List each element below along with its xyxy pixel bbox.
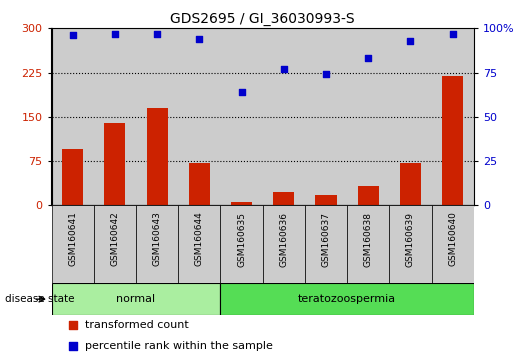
Text: GSM160638: GSM160638 xyxy=(364,212,373,267)
Bar xyxy=(305,28,347,205)
Text: GSM160635: GSM160635 xyxy=(237,212,246,267)
Bar xyxy=(62,149,83,205)
Bar xyxy=(220,205,263,283)
Bar xyxy=(263,205,305,283)
Bar xyxy=(231,202,252,205)
Text: GSM160643: GSM160643 xyxy=(152,212,162,267)
Text: percentile rank within the sample: percentile rank within the sample xyxy=(85,341,273,351)
Text: transformed count: transformed count xyxy=(85,320,189,330)
Bar xyxy=(347,28,389,205)
Bar xyxy=(94,28,136,205)
Bar xyxy=(347,205,389,283)
Bar xyxy=(94,205,136,283)
Point xyxy=(280,66,288,72)
Bar xyxy=(315,195,337,205)
Bar xyxy=(400,163,421,205)
Point xyxy=(68,343,77,349)
Point xyxy=(449,31,457,36)
Text: GSM160636: GSM160636 xyxy=(279,212,288,267)
Bar xyxy=(389,205,432,283)
Bar xyxy=(389,28,432,205)
Bar xyxy=(432,28,474,205)
Bar xyxy=(273,192,295,205)
Bar xyxy=(178,205,220,283)
Point xyxy=(406,38,415,44)
Point xyxy=(364,56,372,61)
Bar xyxy=(305,205,347,283)
Text: teratozoospermia: teratozoospermia xyxy=(298,294,396,304)
Text: GSM160640: GSM160640 xyxy=(448,212,457,267)
Bar xyxy=(263,28,305,205)
Text: GSM160639: GSM160639 xyxy=(406,212,415,267)
Bar xyxy=(432,205,474,283)
Bar xyxy=(52,205,94,283)
Bar xyxy=(136,205,178,283)
Bar xyxy=(136,28,178,205)
Bar xyxy=(104,123,125,205)
Text: normal: normal xyxy=(116,294,156,304)
Point xyxy=(322,72,330,77)
Bar xyxy=(220,283,474,315)
Bar xyxy=(52,283,220,315)
Text: disease state: disease state xyxy=(5,294,75,304)
Bar xyxy=(178,28,220,205)
Point xyxy=(237,89,246,95)
Bar xyxy=(357,187,379,205)
Point xyxy=(153,31,161,36)
Point xyxy=(111,31,119,36)
Title: GDS2695 / GI_36030993-S: GDS2695 / GI_36030993-S xyxy=(170,12,355,26)
Bar xyxy=(188,163,210,205)
Bar xyxy=(442,75,464,205)
Text: GSM160642: GSM160642 xyxy=(110,212,119,266)
Bar xyxy=(220,28,263,205)
Point xyxy=(195,36,203,42)
Text: GSM160644: GSM160644 xyxy=(195,212,204,266)
Text: GSM160637: GSM160637 xyxy=(321,212,331,267)
Text: GSM160641: GSM160641 xyxy=(68,212,77,267)
Bar xyxy=(146,108,167,205)
Point xyxy=(68,322,77,328)
Bar xyxy=(52,28,94,205)
Point xyxy=(68,33,77,38)
